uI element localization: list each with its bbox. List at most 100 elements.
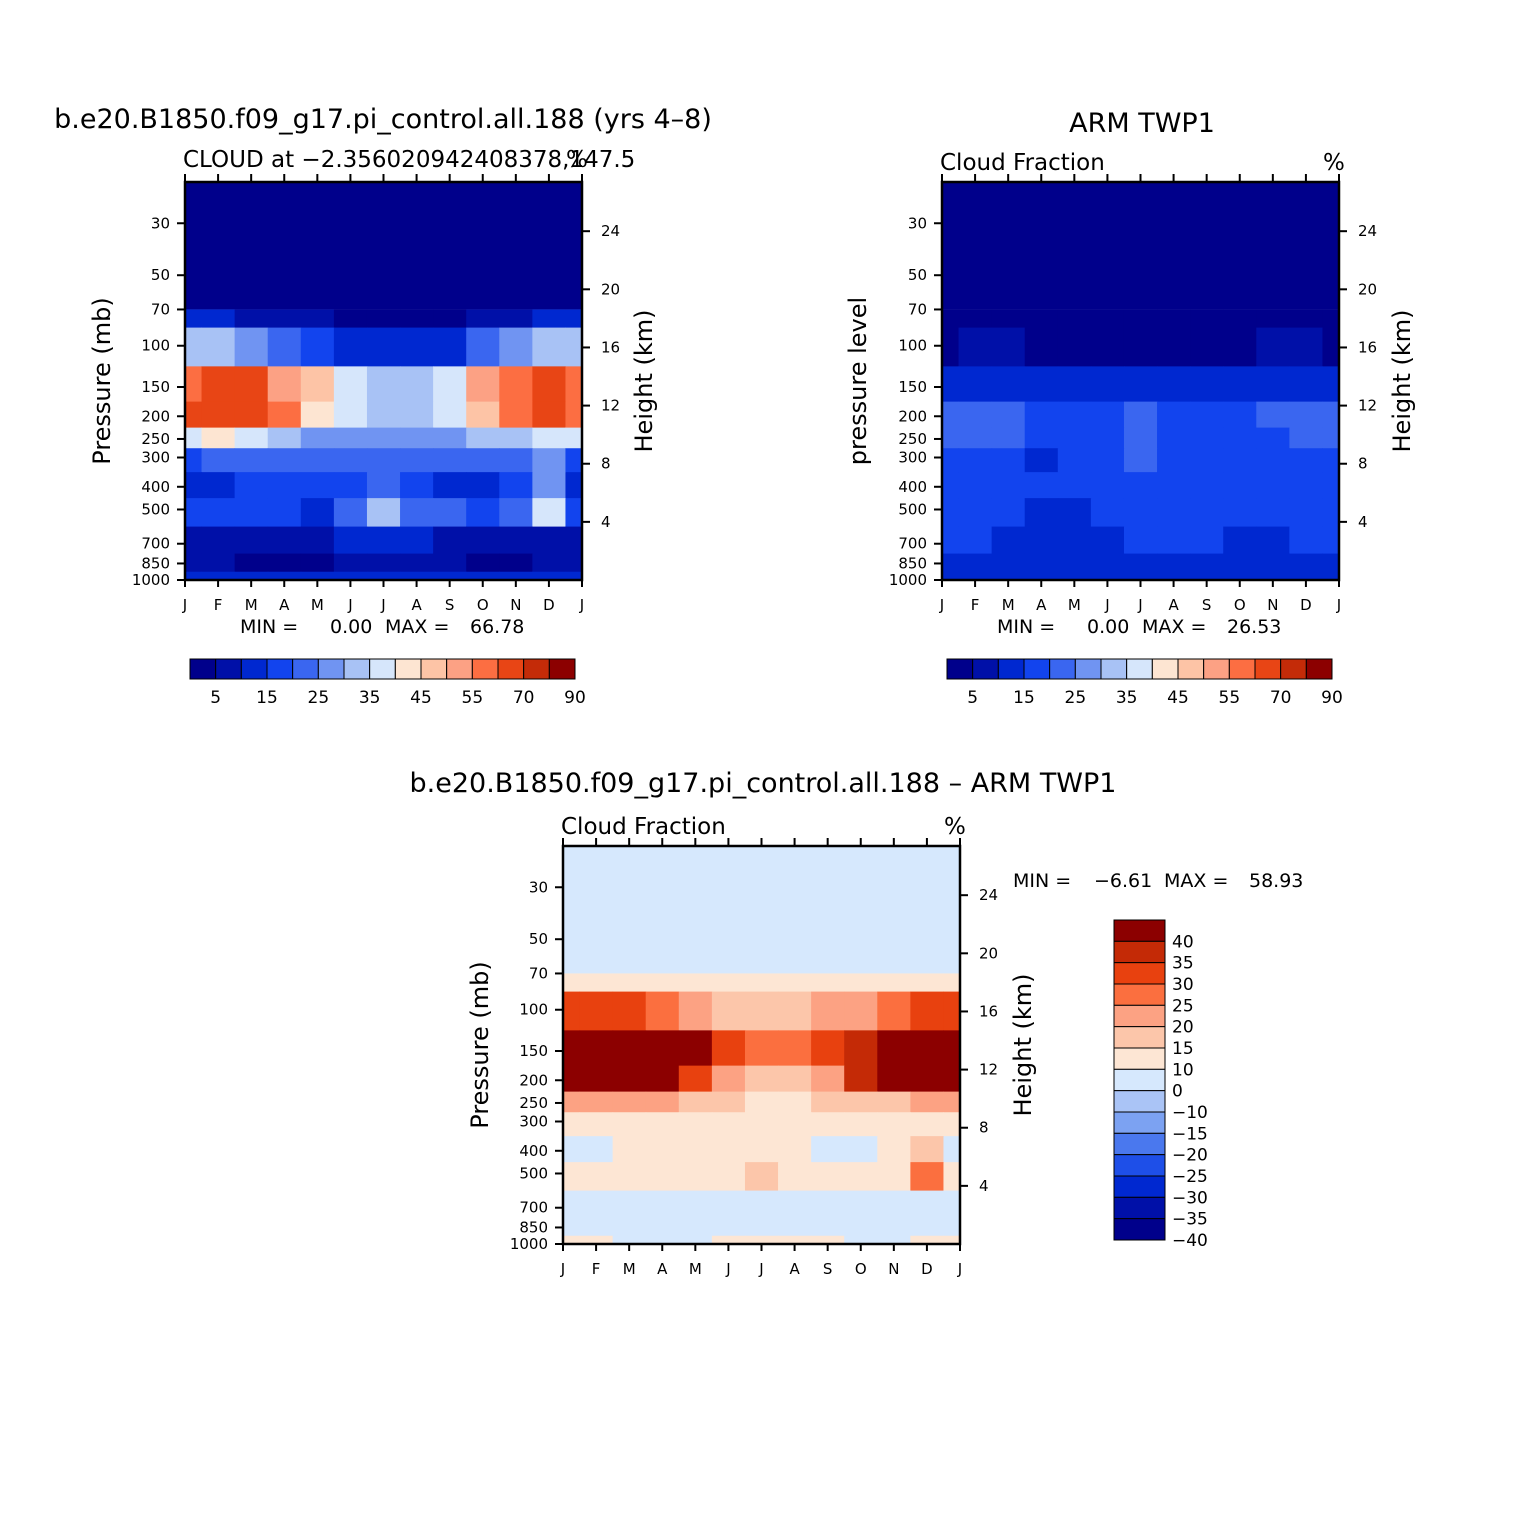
colorbar-label: 35 xyxy=(1172,954,1194,974)
heatmap-cell xyxy=(532,309,566,329)
x-tick-label: D xyxy=(543,596,555,614)
heatmap-cell xyxy=(234,448,269,473)
heatmap-cell xyxy=(1322,498,1340,528)
heatmap-cell xyxy=(201,553,236,573)
heatmap-cell xyxy=(958,401,993,429)
heatmap-cell xyxy=(579,1235,614,1245)
y-tick-label: 200 xyxy=(519,1071,548,1089)
heatmap-cell xyxy=(579,1030,614,1067)
heatmap-cell xyxy=(466,448,500,473)
heatmap-cell xyxy=(1289,366,1323,403)
colorbar-label: −25 xyxy=(1172,1167,1208,1187)
model-max-value: 66.78 xyxy=(470,616,524,638)
heatmap-cell xyxy=(1123,427,1158,449)
heatmap-cell xyxy=(1024,427,1059,449)
heatmap-cell xyxy=(910,1190,944,1219)
heatmap-cell xyxy=(612,1235,647,1245)
heatmap-cell xyxy=(778,1112,812,1137)
heatmap-cell xyxy=(1256,366,1290,403)
y-right-tick-label: 4 xyxy=(601,513,611,531)
heatmap-cell xyxy=(778,991,812,1031)
x-tick-label: J xyxy=(1336,596,1341,614)
colorbar-swatch xyxy=(369,658,396,680)
heatmap-cell xyxy=(1256,309,1290,329)
y-tick-label: 400 xyxy=(898,478,927,496)
heatmap-cell xyxy=(645,1136,680,1163)
heatmap-cell xyxy=(1223,309,1257,329)
x-tick-label: M xyxy=(245,596,258,614)
heatmap-cell xyxy=(1190,498,1224,528)
heatmap-cell xyxy=(958,327,993,367)
y-right-tick-label: 8 xyxy=(1358,455,1368,473)
heatmap-cell xyxy=(466,472,500,499)
x-tick-label: F xyxy=(592,1260,601,1278)
heatmap-cell xyxy=(942,427,960,449)
heatmap-cell xyxy=(532,366,566,403)
heatmap-cell xyxy=(1190,366,1224,403)
colorbar-swatch xyxy=(446,658,473,680)
colorbar-swatch xyxy=(1113,1047,1166,1070)
heatmap-cell xyxy=(563,1217,581,1237)
x-tick-label: F xyxy=(971,596,980,614)
y-tick-label: 1000 xyxy=(889,571,927,589)
colorbar-swatch xyxy=(1100,658,1128,680)
heatmap-cell xyxy=(366,327,401,367)
heatmap-cell xyxy=(366,309,401,329)
heatmap-cell xyxy=(991,498,1026,528)
heatmap-cell xyxy=(366,526,401,555)
heatmap-cell xyxy=(910,973,944,993)
y-right-tick-label: 4 xyxy=(979,1177,989,1195)
heatmap-cell xyxy=(565,327,583,367)
heatmap-cell xyxy=(201,472,236,499)
colorbar-swatch xyxy=(343,658,371,680)
heatmap-cell xyxy=(678,1162,713,1192)
heatmap-cell xyxy=(1057,472,1092,499)
colorbar-swatch xyxy=(420,658,448,680)
y-tick-label: 500 xyxy=(141,500,170,518)
heatmap-cell xyxy=(366,427,401,449)
heatmap-cell xyxy=(744,1030,779,1067)
heatmap-cell xyxy=(333,526,368,555)
x-tick-label: N xyxy=(510,596,521,614)
colorbar-label: 5 xyxy=(967,688,978,708)
heatmap-cell xyxy=(678,1190,713,1219)
heatmap-cell xyxy=(811,1136,845,1163)
heatmap-cell xyxy=(1289,427,1323,449)
heatmap-cell xyxy=(744,1190,779,1219)
heatmap-cell xyxy=(1223,498,1257,528)
heatmap-cell xyxy=(532,553,566,573)
y-right-tick-label: 8 xyxy=(601,455,611,473)
heatmap-cell xyxy=(711,1235,746,1245)
model-colorbar: 5 15 25 35 45 55 70 90 xyxy=(189,658,586,708)
obs-title: ARM TWP1 xyxy=(1069,108,1215,139)
x-tick-label: S xyxy=(1202,596,1212,614)
y-tick-label: 200 xyxy=(898,407,927,425)
colorbar-label: −40 xyxy=(1172,1231,1208,1251)
x-tick-label: J xyxy=(758,1260,763,1278)
heatmap-cell xyxy=(234,498,269,528)
colorbar-label: 45 xyxy=(410,688,432,708)
upper-region-fill xyxy=(185,182,582,310)
heatmap-cell xyxy=(943,1065,961,1093)
heatmap-cell xyxy=(645,1065,680,1093)
heatmap-cell xyxy=(1123,309,1158,329)
diff-ylabel: Pressure (mb) xyxy=(466,961,494,1128)
heatmap-cell xyxy=(678,1030,713,1067)
heatmap-cell xyxy=(1289,553,1323,573)
heatmap-cell xyxy=(877,1162,911,1192)
x-tick-label: J xyxy=(182,596,187,614)
heatmap-cell xyxy=(991,427,1026,449)
colorbar-swatch xyxy=(548,658,576,680)
heatmap-cell xyxy=(333,309,368,329)
diff-max-value: 58.93 xyxy=(1249,870,1303,892)
heatmap-cell xyxy=(1322,553,1340,573)
heatmap-cell xyxy=(612,1065,647,1093)
heatmap-cell xyxy=(711,1065,746,1093)
obs-ylabel: pressure level xyxy=(844,297,872,465)
y-tick-label: 70 xyxy=(908,300,927,318)
heatmap-cell xyxy=(333,401,368,429)
colorbar-label: −30 xyxy=(1172,1188,1208,1208)
heatmap-cell xyxy=(1024,309,1059,329)
heatmap-cell xyxy=(579,991,614,1031)
x-tick-label: A xyxy=(1168,596,1179,614)
